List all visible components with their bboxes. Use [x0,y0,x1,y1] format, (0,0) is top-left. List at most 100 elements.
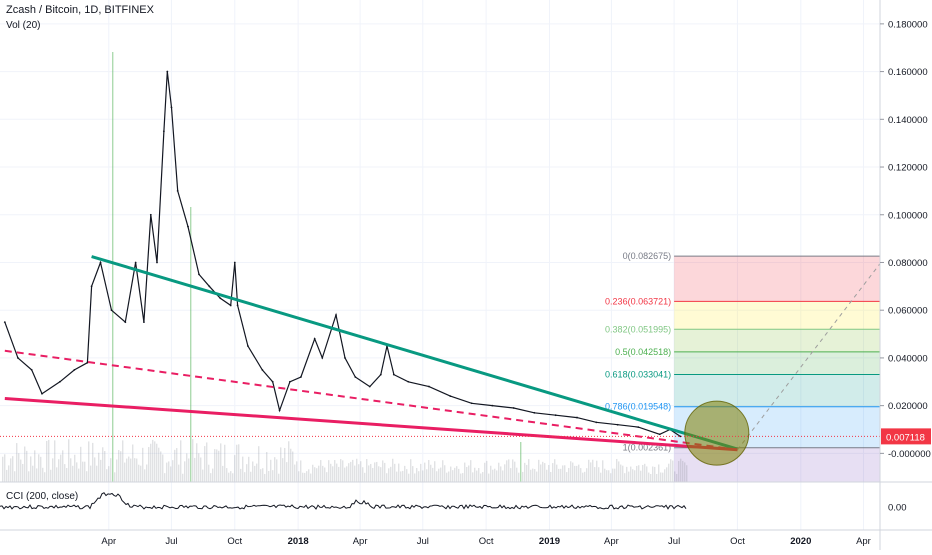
volume-bar [14,471,16,482]
volume-bar [4,454,6,482]
volume-bar [450,466,452,482]
volume-bar [60,454,62,482]
volume-bar [482,472,484,482]
x-tick-label: Oct [227,536,242,547]
fib-level-label: 0(0.082675) [623,251,672,261]
volume-bar [448,471,450,482]
volume-bar [650,473,652,482]
volume-bar [136,458,138,482]
volume-bar [148,447,150,482]
fibonacci-retracement[interactable]: 0(0.082675) 0.236(0.063721) 0.382(0.051995… [605,251,880,482]
cci-line [0,492,687,510]
fib-level-label: 0.618(0.033041) [605,370,671,380]
volume-bar [440,467,442,482]
volume-bar [500,466,502,482]
volume-bar [6,469,8,482]
volume-bar [22,463,24,482]
volume-bar [546,469,548,482]
volume-bar [254,465,256,482]
price-point [321,357,324,359]
fib-level-label: 0.5(0.042518) [615,347,671,357]
volume-bar [434,461,436,482]
volume-bar [564,465,566,482]
volume-bar [252,461,254,482]
volume-bar [508,459,510,482]
volume-bar [92,442,94,482]
volume-bar [156,443,158,482]
volume-bar [608,470,610,482]
volume-bar [82,461,84,482]
volume-bar [522,471,524,482]
cci-pane: 0.00 [0,492,907,514]
volume-bar [356,458,358,482]
price-point [162,130,165,133]
volume-bar [274,457,276,482]
volume-bar [372,467,374,482]
volume-bar [216,449,218,482]
volume-bar [492,469,494,482]
volume-bar [112,52,114,482]
volume-bar [336,463,338,482]
volume-bar [430,464,432,482]
price-point [99,261,102,264]
volume-bar [70,458,72,482]
volume-bar [320,460,322,482]
volume-bar [512,459,514,482]
volume-bar [106,469,108,482]
volume-bar [538,459,540,482]
volume-bar [422,470,424,482]
price-point [533,411,536,414]
volume-bar [380,467,382,482]
volume-bar [378,466,380,482]
volume-bar [332,466,334,482]
volume-bar [582,472,584,482]
volume-bar [640,470,642,482]
volume-bar [558,468,560,482]
volume-bar [628,471,630,482]
volume-bar [276,459,278,482]
volume-bar [146,464,148,482]
price-point [428,385,430,388]
volume-bar [396,471,398,482]
price-series [3,70,682,438]
volume-bar [398,463,400,482]
volume-bar [138,464,140,482]
price-point [208,285,211,288]
volume-bar [504,464,506,482]
fib-zone [674,301,880,330]
volume-bar [214,449,216,482]
volume-indicator-label: Vol (20) [6,20,41,31]
trendlines[interactable] [0,255,881,466]
volume-bar [554,459,556,482]
volume-bar [466,466,468,482]
volume-bar [316,468,318,482]
volume-bar [54,440,56,482]
volume-bar [528,459,530,482]
volume-bar [240,468,242,482]
x-tick-label: Jul [165,536,177,547]
price-point [170,106,173,109]
volume-bar [282,458,284,482]
volume-bar [384,462,386,482]
volume-bar [438,468,440,482]
volume-bar [596,460,598,482]
price-point [110,309,113,312]
volume-bar [314,467,316,482]
fib-level-label: 0.382(0.051995) [605,324,671,334]
volume-bar [610,473,612,482]
y-tick-label: 0.080000 [888,258,928,269]
volume-bar [298,471,300,482]
price-point [30,368,33,371]
volume-bar [100,459,102,482]
price-point [134,261,137,264]
volume-bar [76,462,78,482]
volume-bar [488,473,490,482]
volume-bar [490,465,492,482]
volume-bar [518,472,520,482]
price-point [407,380,410,383]
volume-bar [662,472,664,482]
price-point [59,380,61,383]
volume-bar [562,465,564,482]
volume-bar [208,464,210,482]
